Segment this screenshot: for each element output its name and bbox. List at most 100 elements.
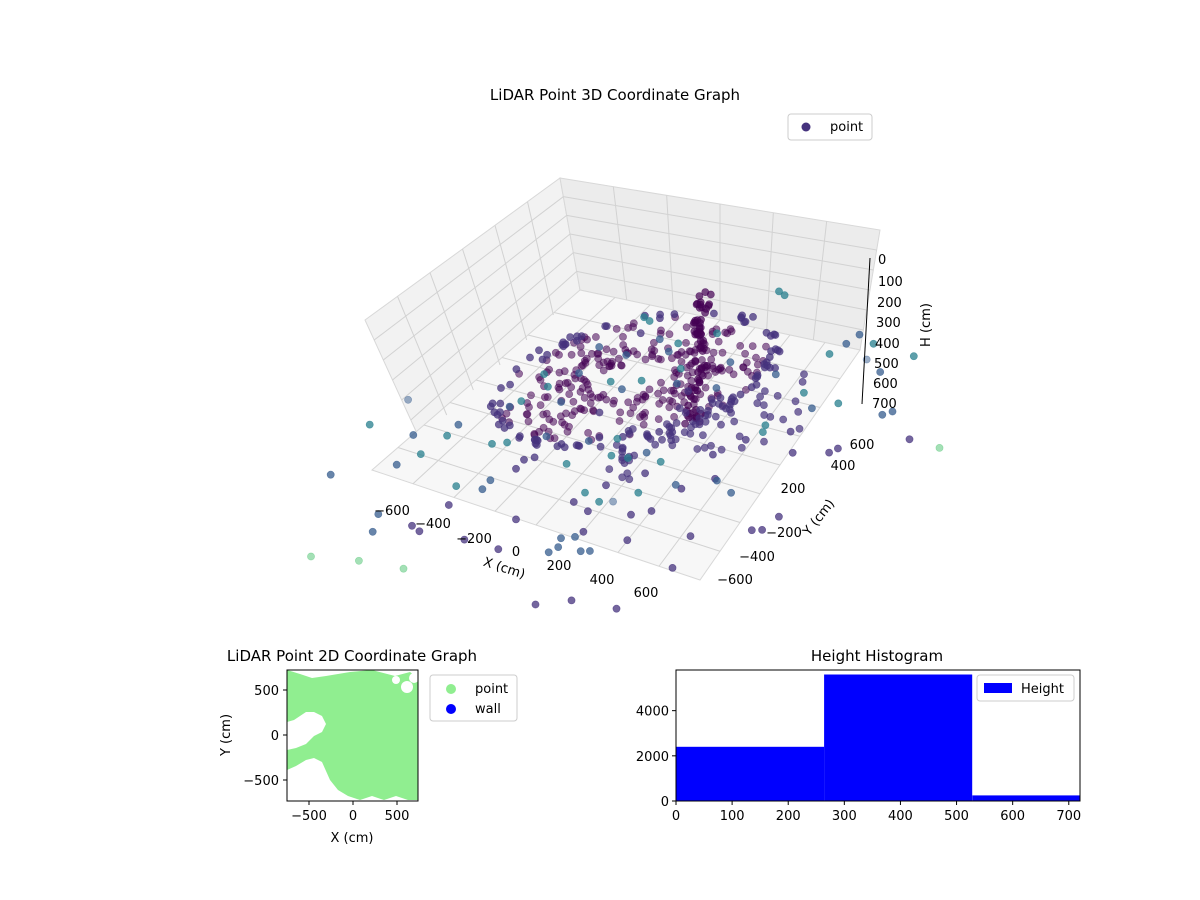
data-point xyxy=(717,420,725,429)
data-point xyxy=(629,347,638,355)
z-tick-label: 400 xyxy=(875,337,900,352)
data-point xyxy=(800,388,808,397)
data-point xyxy=(726,358,735,367)
data-point xyxy=(727,395,736,403)
data-point xyxy=(691,420,700,429)
data-point xyxy=(478,485,487,494)
data-point xyxy=(736,390,745,399)
data-point xyxy=(723,329,732,338)
data-point xyxy=(712,384,721,392)
grid-line xyxy=(401,252,574,401)
data-point xyxy=(494,545,503,554)
data-point xyxy=(607,359,615,368)
data-point xyxy=(725,405,734,414)
data-point xyxy=(654,415,663,423)
data-point xyxy=(641,408,649,417)
data-point xyxy=(671,435,680,444)
data-point xyxy=(686,429,695,438)
data-point xyxy=(758,526,766,534)
data-point xyxy=(878,410,887,419)
data-point xyxy=(741,349,749,358)
data-point xyxy=(516,432,524,440)
data-point xyxy=(682,323,691,332)
data-point xyxy=(392,460,401,469)
x-tick-label: −600 xyxy=(374,504,410,519)
data-point xyxy=(567,383,576,392)
data-point xyxy=(538,355,547,364)
histogram-bars xyxy=(676,674,1080,801)
data-point xyxy=(761,387,769,395)
grid-line xyxy=(573,252,867,311)
data-point xyxy=(505,402,514,411)
data-point xyxy=(640,313,648,322)
data-point xyxy=(584,437,593,445)
data-point xyxy=(576,342,585,351)
data-point xyxy=(488,399,497,408)
data-point xyxy=(671,480,680,489)
grid-line xyxy=(373,196,564,341)
data-point xyxy=(609,347,618,356)
y-tick-label: 0 xyxy=(271,729,279,744)
data-point xyxy=(544,548,553,557)
data-point xyxy=(584,428,592,437)
data-point xyxy=(638,395,647,404)
data-point xyxy=(701,383,710,392)
data-point xyxy=(664,347,673,356)
data-point xyxy=(543,350,551,359)
data-point xyxy=(368,527,377,536)
data-point xyxy=(665,396,674,405)
data-point xyxy=(544,382,552,391)
data-point xyxy=(612,324,621,333)
data-point xyxy=(713,329,721,338)
data-point xyxy=(617,361,626,370)
legend-frame xyxy=(787,113,873,141)
data-point xyxy=(594,393,603,402)
data-point xyxy=(687,376,696,385)
y-axis-label: Y (cm) xyxy=(219,714,234,757)
grid-line xyxy=(569,233,871,291)
data-point xyxy=(762,342,770,351)
data-point xyxy=(716,364,725,373)
data-point xyxy=(725,365,734,374)
data-point xyxy=(693,386,702,395)
data-point xyxy=(800,370,808,379)
data-point xyxy=(655,399,664,408)
data-point xyxy=(668,564,677,572)
data-point xyxy=(735,432,744,441)
data-point xyxy=(579,527,588,536)
legend-3d: point xyxy=(787,113,873,141)
data-point xyxy=(756,392,764,401)
data-point xyxy=(636,413,644,421)
grid-line xyxy=(566,214,874,271)
data-point xyxy=(677,484,686,493)
x-tick-label: 400 xyxy=(590,573,615,588)
data-point xyxy=(655,427,664,436)
legend-marker-wall xyxy=(446,704,456,714)
data-point xyxy=(408,521,416,530)
y-tick-label: 400 xyxy=(831,459,856,474)
data-point xyxy=(741,317,750,326)
data-point xyxy=(675,404,684,413)
data-point xyxy=(599,366,608,375)
data-point xyxy=(601,322,610,330)
data-point xyxy=(500,424,509,432)
data-point xyxy=(718,348,727,357)
z-tick-label: 200 xyxy=(877,296,902,311)
grid-line xyxy=(563,196,877,251)
data-point xyxy=(639,420,648,429)
data-point xyxy=(581,488,589,497)
data-point xyxy=(592,333,600,341)
data-point xyxy=(670,310,679,318)
data-point xyxy=(574,441,583,450)
data-point xyxy=(665,429,674,437)
data-point xyxy=(460,535,469,544)
legend-frame xyxy=(976,674,1075,702)
data-point xyxy=(618,444,627,453)
data-point xyxy=(674,350,683,359)
data-point xyxy=(586,399,595,407)
data-point xyxy=(520,455,528,464)
panel-2d: LiDAR Point 2D Coordinate Graph −500 0 5… xyxy=(219,647,518,846)
data-point xyxy=(834,399,843,408)
data-point xyxy=(741,435,750,444)
